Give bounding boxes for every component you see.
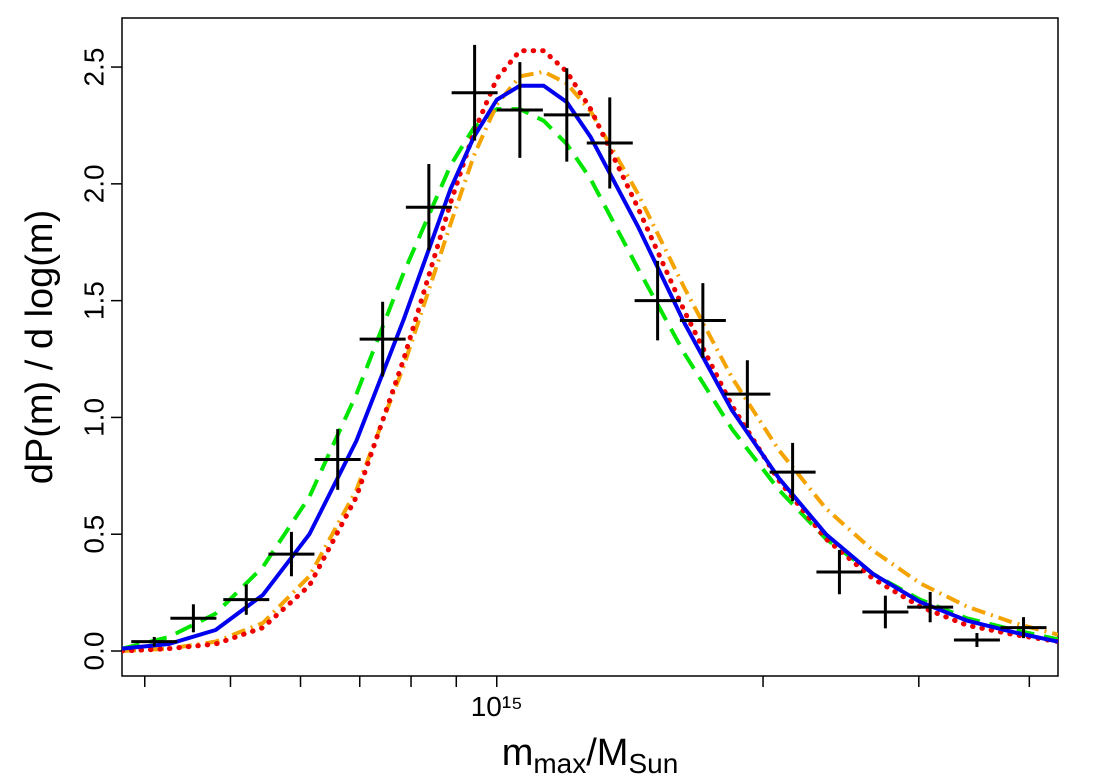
y-tick-label: 2.5 [78, 48, 109, 87]
plot-frame [121, 17, 1059, 677]
curve [122, 83, 1058, 651]
x-axis-title-part: /M [586, 732, 628, 774]
x-axis-title-part: max [533, 748, 586, 777]
curve [122, 107, 1058, 651]
y-tick-label: 1.0 [78, 398, 109, 437]
curve [122, 48, 1058, 654]
x-tick-label: 10¹⁵ [471, 691, 523, 722]
curve [122, 69, 1058, 654]
x-axis-title: mmax/MSun [502, 732, 679, 777]
y-tick-label: 1.5 [78, 281, 109, 320]
y-axis-title: dP(m) / d log(m) [19, 210, 61, 484]
x-axis-title-part: Sun [628, 748, 678, 777]
y-tick-label: 0.0 [78, 632, 109, 671]
x-axis-title-part: m [502, 732, 534, 774]
y-tick-label: 2.0 [78, 164, 109, 203]
y-tick-label: 0.5 [78, 515, 109, 554]
